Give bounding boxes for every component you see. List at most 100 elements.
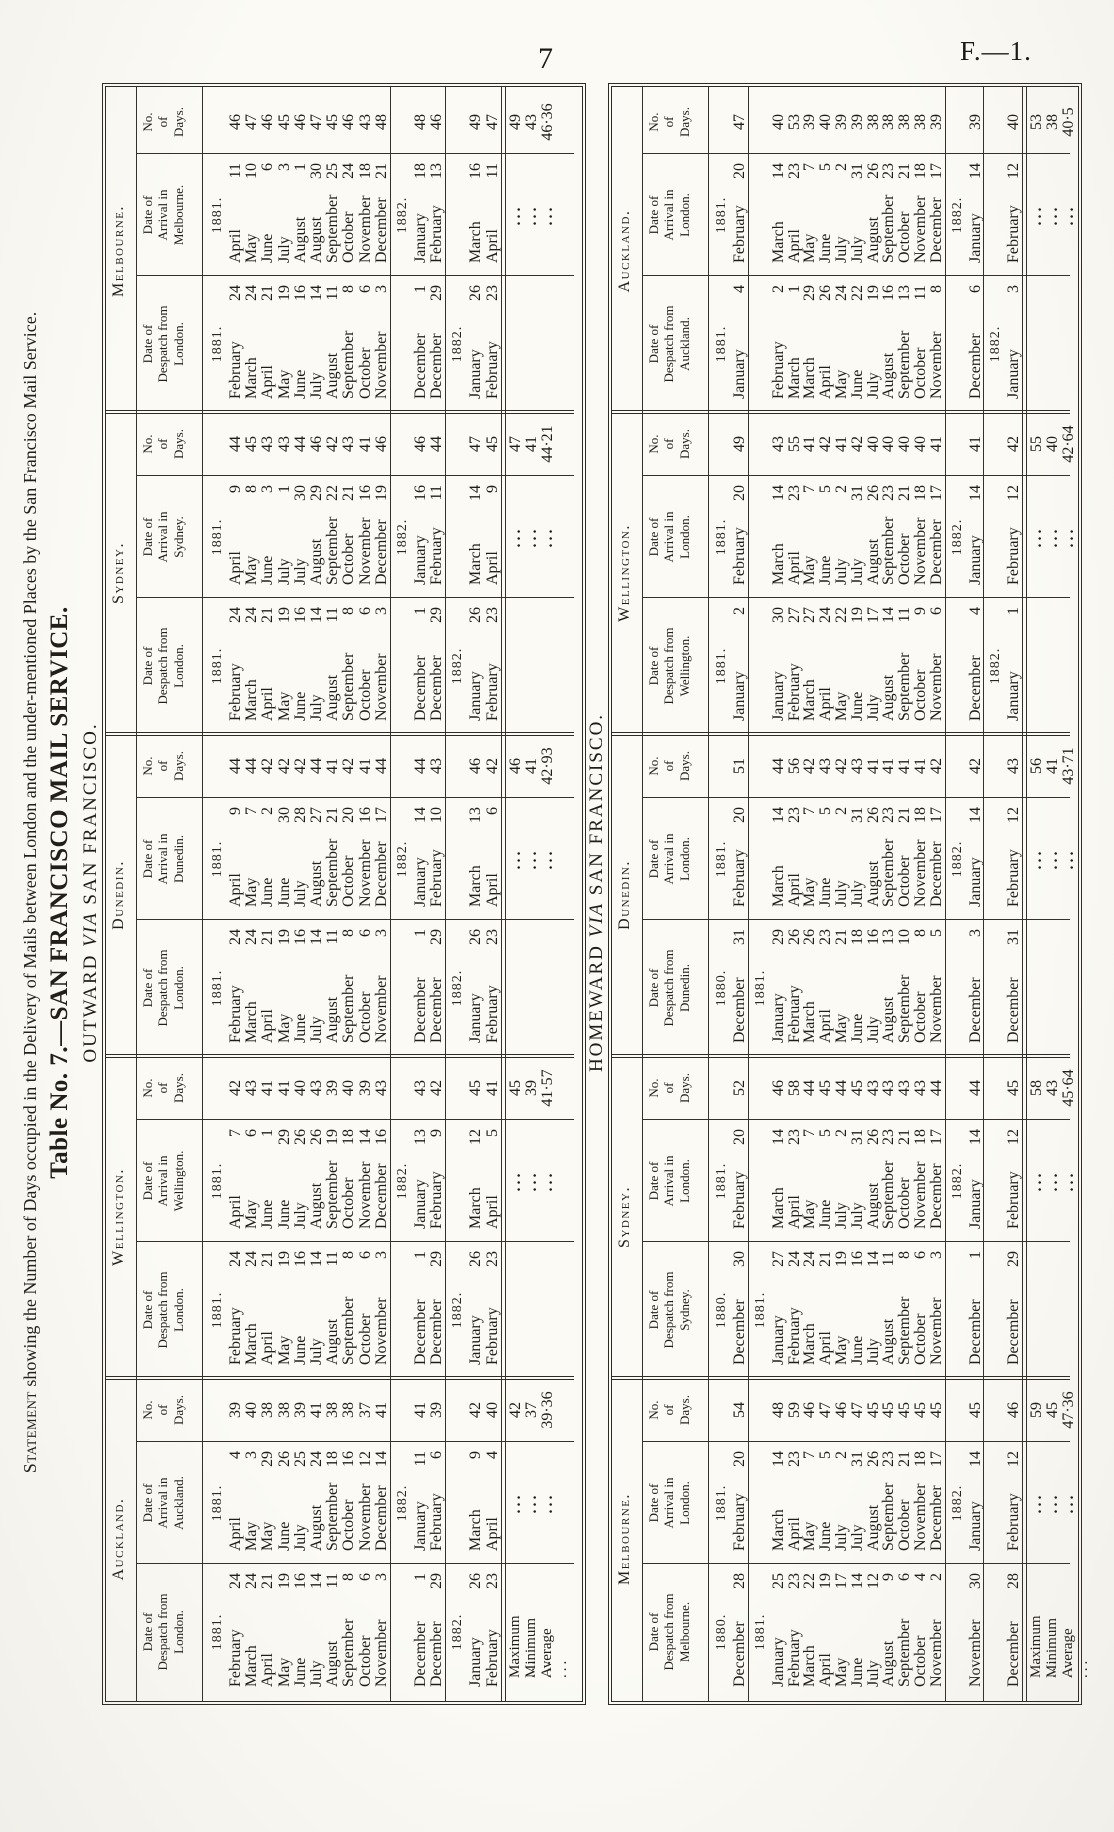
column-header: Date of Arrival in London. [646,798,692,920]
days-value: 43 [817,758,835,774]
despatch-date-cell: May 24 [833,276,850,412]
month: August [324,996,342,1043]
month: May [801,1199,819,1229]
arrival-date-cell: September 25 [324,154,342,276]
day: 1 [275,485,293,493]
day: 26 [864,485,882,501]
column-header-line: Days. [676,107,692,137]
month: February [731,205,748,263]
despatch-date-cell: December 1 [412,598,429,734]
column-header: No. of Days. [140,734,186,798]
year-boundary-rule [747,87,749,1701]
days-value: 42 [275,758,293,774]
despatch-date-cell: April 19 [817,1564,835,1700]
days-value: 42 [966,758,984,774]
month: March [769,865,787,907]
summary-days-value: 43 [1044,1080,1061,1096]
day: 3 [243,1451,261,1459]
month: December [1005,1621,1023,1687]
day: 14 [769,485,787,501]
despatch-date-cell: September 10 [896,920,913,1056]
day: 19 [275,285,293,301]
month: July [275,236,293,263]
despatch-date-cell: October 6 [356,598,374,734]
month: July [291,1202,309,1229]
month: September [896,1618,914,1687]
despatch-date-cell: May 17 [833,1564,850,1700]
days-value: 41 [308,1402,325,1418]
despatch-date-cell: January 25 [770,1564,787,1700]
arrival-date-cell: April 9 [484,476,501,598]
days-value: 42 [428,1080,446,1096]
days-value: 43 [1005,758,1023,774]
day: 6 [483,807,501,815]
column-header-line: Date of [646,517,661,557]
column-header-line: Date of [140,1290,155,1330]
day: 31 [848,163,866,179]
days-value: 43 [848,758,866,774]
arrival-date-cell: July 31 [849,1120,866,1242]
column-header-line: Despatch from [155,949,171,1027]
month: December [372,197,390,263]
column-header: Date of Despatch from Sydney. [646,1242,692,1378]
column-header-line: Date of [140,839,155,879]
month: May [801,555,819,585]
column-header-line: Despatch from [661,1271,677,1349]
day: 10 [243,163,261,179]
day: 16 [340,1451,358,1467]
days-value: 45 [467,1080,485,1096]
day: 26 [308,1129,325,1145]
month: September [324,516,342,585]
month: February [483,341,501,399]
day: 19 [817,1573,835,1589]
days-value: 53 [785,114,803,130]
month: October [356,669,374,721]
despatch-date-cell: May 19 [833,1242,850,1378]
month: December [927,197,945,263]
column-header: No. of Days. [646,412,692,476]
summary-dots: ... [1044,1170,1061,1192]
day: 21 [259,1573,277,1589]
month: May [801,877,819,907]
month: June [259,877,277,907]
month: June [259,233,277,263]
day: 24 [243,929,261,945]
day: 17 [927,1129,945,1145]
month: November [927,975,945,1043]
month: August [308,1504,325,1551]
day: 29 [428,1573,446,1589]
month: May [275,1013,293,1043]
month: September [324,194,342,263]
day: 20 [731,1129,748,1145]
day: 1 [259,1129,277,1137]
days-value: 58 [785,1080,803,1096]
arrival-date-cell: June 5 [817,1120,834,1242]
day: 12 [356,1451,374,1467]
summary-dots: ... [1028,526,1046,548]
year-label: 1882. [450,1291,466,1329]
rotated-canvas: Statement showing the Number of Days occ… [20,75,1091,1710]
days-value: 48 [769,1402,787,1418]
days-value: 43 [275,436,293,452]
day: 11 [324,285,342,301]
day: 24 [340,163,358,179]
arrival-date-cell: April 6 [483,798,501,920]
despatch-date-cell: April 21 [817,1242,834,1378]
month: August [324,1318,342,1365]
arrival-date-cell: November 16 [357,476,374,598]
month: March [801,1001,819,1043]
month: June [848,1335,866,1365]
despatch-date-cell: February 23 [484,598,501,734]
month: May [243,1521,261,1551]
despatch-date-cell: October 6 [357,1242,374,1378]
day: 12 [864,1573,882,1589]
day: 8 [340,1573,358,1581]
month: March [801,357,819,399]
day: 3 [372,607,390,615]
despatch-date-cell: July 17 [865,598,882,734]
month: January [412,1179,429,1229]
days-value: 42 [848,436,866,452]
month: July [308,1338,325,1365]
day: 16 [356,807,374,823]
month: October [896,1499,914,1551]
